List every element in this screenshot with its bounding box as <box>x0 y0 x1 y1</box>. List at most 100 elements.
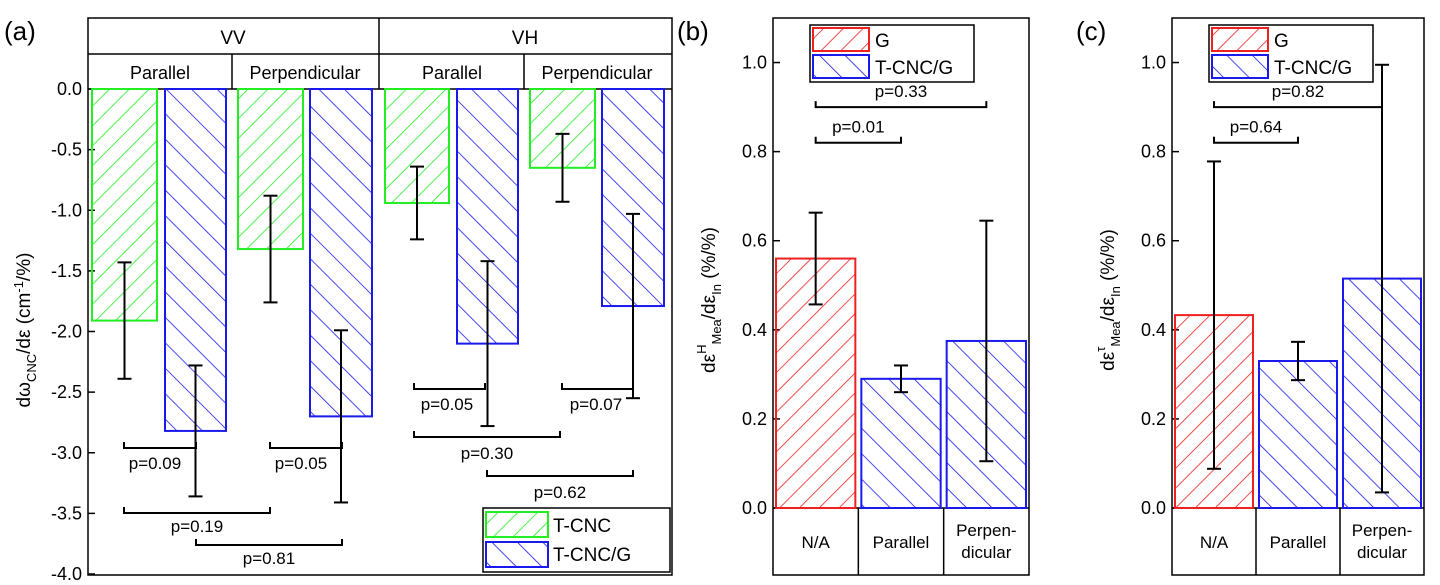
y-axis-tick-label: -2.0 <box>51 322 82 342</box>
p-value-label: p=0.05 <box>421 395 473 414</box>
y-label-part: -1 <box>11 281 26 293</box>
panel-a: (a) VV VH Parallel Perpendicular Parallel Perp… <box>4 16 673 584</box>
panel-label: (b) <box>677 16 709 46</box>
p-value-bracket <box>1213 101 1383 109</box>
category-label: N/A <box>801 533 830 552</box>
y-axis-tick-label: 1.0 <box>742 53 767 73</box>
header-sub: Perpendicular <box>541 63 652 83</box>
plot-frame <box>87 17 673 576</box>
p-value-label: p=0.09 <box>129 454 181 473</box>
y-axis-tick-label: -3.5 <box>51 503 82 523</box>
y-axis-label: dωCNC/dε (cm-1/%) <box>11 253 39 408</box>
legend: T-CNC T-CNC/G <box>482 507 671 573</box>
y-axis-label: dετMea/dεIn (%/%) <box>1093 229 1123 371</box>
legend-label: T-CNC <box>553 516 611 537</box>
y-axis-tick-label: 1.0 <box>1141 53 1166 73</box>
y-axis-tick-label: -1.0 <box>51 200 82 220</box>
p-value-label: p=0.07 <box>570 395 622 414</box>
bar-t-cnc <box>237 88 304 251</box>
header-vv: VV <box>220 28 246 49</box>
legend-label: G <box>1274 31 1289 52</box>
y-axis-tick-label: -2.5 <box>51 382 82 402</box>
legend-swatch-t-cnc-g <box>812 54 870 79</box>
category-label: Parallel <box>873 533 930 552</box>
bar-t-cnc-g <box>1258 360 1338 509</box>
category-label: dicular <box>961 543 1011 562</box>
y-label-part: Mea <box>709 318 724 344</box>
y-axis-tick-label: 0.6 <box>1141 231 1166 251</box>
y-axis-label: dεHMea/dεIn (%/%) <box>694 227 724 373</box>
y-label-part: dε <box>699 353 720 373</box>
y-label-part: dε <box>1098 351 1119 371</box>
legend-swatch-g <box>812 27 870 52</box>
p-value-bracket <box>413 431 561 438</box>
panel-c: (c) 0.0 0.2 0.4 0.6 0.8 1.0 dετMea/dεIn (%/%) N/… <box>1076 16 1425 576</box>
p-value-label: p=0.81 <box>243 549 295 568</box>
y-label-part: In <box>1108 286 1123 297</box>
category-label: dicular <box>1357 543 1407 562</box>
category-label: Perpen- <box>1352 521 1412 540</box>
plot-frame <box>1171 17 1425 576</box>
y-axis-tick-label: -3.0 <box>51 443 82 463</box>
p-value-bracket <box>195 539 343 546</box>
y-label-part: Mea <box>1108 321 1123 347</box>
plot-frame <box>772 17 1030 576</box>
p-value-bracket <box>814 101 988 109</box>
p-value-label: p=0.62 <box>534 483 586 502</box>
y-label-part: /dε <box>699 294 720 319</box>
legend: G T-CNC/G <box>809 24 975 83</box>
y-label-part: /dε <box>1098 296 1119 321</box>
header-sub: Parallel <box>130 63 190 83</box>
p-value-label: p=0.01 <box>832 118 884 137</box>
legend-label: G <box>875 31 890 52</box>
y-label-part: (%/%) <box>699 227 720 284</box>
panel-label: (a) <box>4 16 36 46</box>
category-label: Parallel <box>1270 533 1327 552</box>
legend-swatch-t-cnc-g <box>485 541 549 568</box>
y-axis-tick-label: -4.0 <box>51 564 82 584</box>
header-vh: VH <box>512 28 538 49</box>
panel-b: (b) 0.0 0.2 0.4 0.6 0.8 1.0 dεHMea/dεIn (%/%) N/… <box>677 16 1030 576</box>
y-label-part: In <box>709 284 724 295</box>
y-axis-tick-label: 0.0 <box>57 79 82 99</box>
p-value-label: p=0.64 <box>1230 118 1282 137</box>
legend-label: T-CNC/G <box>875 58 953 79</box>
header-sub: Perpendicular <box>249 63 360 83</box>
category-label: Perpen- <box>956 521 1016 540</box>
y-axis-tick-label: 0.2 <box>1141 409 1166 429</box>
p-value-bracket <box>269 442 343 449</box>
p-value-label: p=0.19 <box>171 517 223 536</box>
y-axis-tick-label: 0.2 <box>742 409 767 429</box>
p-value-bracket <box>123 507 271 514</box>
y-label-part: /%) <box>14 253 35 282</box>
legend-swatch-g <box>1211 27 1269 52</box>
p-value-label: p=0.33 <box>875 82 927 101</box>
y-label-part: H <box>694 345 709 354</box>
y-label-part: τ <box>1093 346 1108 352</box>
y-axis-tick-label: -0.5 <box>51 140 82 160</box>
y-label-part: dω <box>14 382 35 408</box>
bar-t-cnc-g <box>860 377 942 509</box>
y-label-part: /dε (cm <box>14 293 35 354</box>
legend-label: T-CNC/G <box>553 545 631 566</box>
y-label-part: (%/%) <box>1098 229 1119 286</box>
legend-swatch-t-cnc <box>485 511 549 538</box>
category-label: N/A <box>1200 533 1229 552</box>
p-value-bracket <box>123 442 197 449</box>
legend: G T-CNC/G <box>1208 24 1374 83</box>
panel-label: (c) <box>1076 16 1106 46</box>
y-axis-tick-label: 0.8 <box>742 142 767 162</box>
y-axis-tick-label: 0.0 <box>742 498 767 518</box>
header-sub: Parallel <box>422 63 482 83</box>
y-axis-tick-label: 0.6 <box>742 231 767 251</box>
y-axis-tick-label: -1.5 <box>51 261 82 281</box>
p-value-bracket <box>561 383 634 390</box>
p-value-bracket <box>486 470 634 477</box>
y-axis-tick-label: 0.4 <box>742 320 767 340</box>
y-axis-tick-label: 0.0 <box>1141 498 1166 518</box>
legend-label: T-CNC/G <box>1274 58 1352 79</box>
p-value-label: p=0.82 <box>1272 82 1324 101</box>
y-axis-tick-label: 0.8 <box>1141 142 1166 162</box>
y-axis-tick-label: 0.4 <box>1141 320 1166 340</box>
